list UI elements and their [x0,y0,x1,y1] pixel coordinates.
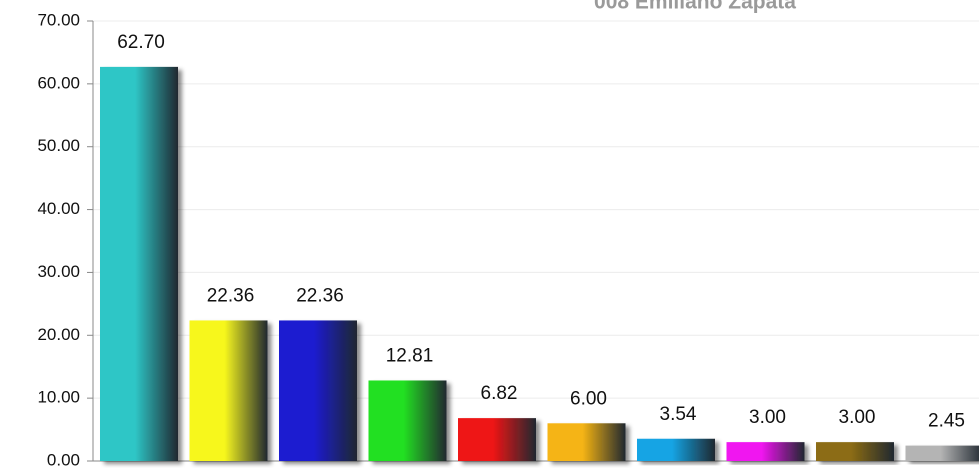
bar [458,418,536,461]
y-tick-label: 0.00 [47,450,80,468]
bar [100,66,178,461]
bar [279,320,357,461]
value-label: 62.70 [117,32,165,53]
bar [368,380,447,461]
y-tick-label: 10.00 [37,388,80,407]
value-label: 6.82 [481,383,518,404]
bar [189,320,268,461]
bar [816,442,894,461]
value-label: 6.00 [570,388,607,409]
y-tick-label: 40.00 [37,199,80,218]
value-label: 2.45 [928,411,965,432]
value-label: 22.36 [296,285,344,306]
y-tick-label: 20.00 [37,325,80,344]
value-label: 3.00 [839,407,876,428]
value-label: 22.36 [207,285,255,306]
bar [547,423,626,461]
value-label: 12.81 [386,345,434,366]
bar [905,445,979,461]
y-tick-label: 70.00 [37,10,80,29]
value-label: 3.00 [749,407,786,428]
bar [726,442,805,461]
y-tick-label: 30.00 [37,262,80,281]
y-tick-label: 60.00 [37,73,80,92]
chart-title: 008 Emiliano Zapata [594,0,796,14]
bar [637,438,715,461]
value-label: 3.54 [660,404,697,425]
y-tick-label: 50.00 [37,136,80,155]
